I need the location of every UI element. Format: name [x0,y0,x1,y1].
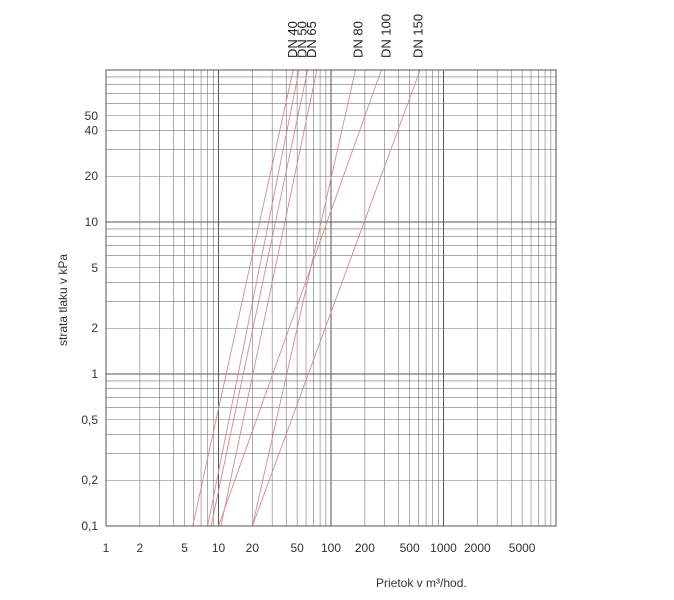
y-tick-label: 1 [91,367,98,381]
x-tick-label: 10 [212,541,226,555]
x-tick-labels: 1 2 5 10 20 50 100 200 500 1000 2000 5000 [103,541,536,555]
y-tick-label: 0,1 [81,519,98,533]
y-tick-label: 50 [85,109,99,123]
y-tick-label: 2 [91,321,98,335]
x-tick-label: 2000 [464,541,491,555]
y-tick-label: 40 [85,123,99,137]
series-line [192,69,294,527]
x-tick-label: 200 [355,541,375,555]
series-line [218,69,382,527]
x-tick-label: 20 [246,541,260,555]
series-label: DN 50 [295,21,310,58]
y-tick-label: 0,2 [81,473,98,487]
series-label: DN 100 [378,14,393,58]
x-tick-label: 100 [321,541,341,555]
series-label: DN 40 [285,21,300,58]
x-tick-label: 1 [103,541,110,555]
series-line [210,69,309,527]
series-label: DN 80 [350,21,365,58]
x-tick-label: 2 [137,541,144,555]
y-tick-label: 5 [91,261,98,275]
x-tick-label: 50 [290,541,304,555]
series-label: DN 65 [304,21,319,58]
plot-frame [105,69,557,527]
series-line [220,69,318,527]
x-tick-label: 500 [400,541,420,555]
series-lines [192,69,421,527]
y-axis-title: strata tlaku v kPa [56,254,70,346]
series-line [207,69,300,527]
x-tick-label: 5 [181,541,188,555]
grid [105,69,557,527]
x-tick-label: 5000 [509,541,536,555]
series-line [251,69,421,527]
x-axis-title: Prietok v m³/hod. [376,576,467,590]
y-tick-label: 20 [85,169,99,183]
series-label: DN 150 [411,14,426,58]
y-tick-label: 0,5 [81,413,98,427]
y-tick-label: 10 [85,215,99,229]
series-line [251,69,356,527]
x-tick-label: 1000 [430,541,457,555]
